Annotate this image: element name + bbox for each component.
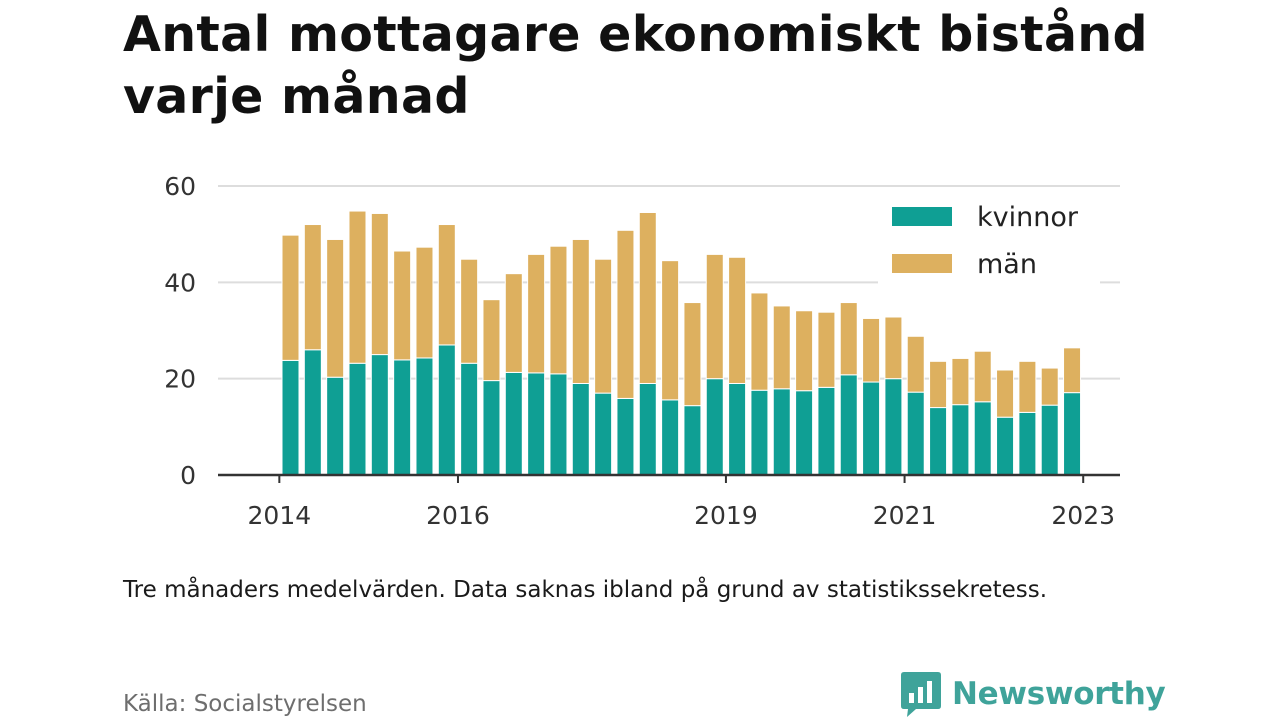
bar-segment-män: [638, 211, 657, 384]
bar-segment-kvinnor: [996, 416, 1015, 476]
bar-segment-män: [571, 238, 590, 384]
legend-label-kvinnor: kvinnor: [977, 202, 1079, 233]
bar-segment-kvinnor: [795, 390, 814, 476]
legend-swatch-män: [892, 254, 952, 273]
bar-segment-män: [817, 311, 836, 388]
bar-segment-män: [1018, 360, 1037, 413]
x-tick-label: 2019: [694, 501, 758, 530]
bar-segment-män: [482, 299, 501, 382]
bar-segment-kvinnor: [504, 371, 523, 476]
bar-segment-kvinnor: [951, 404, 970, 476]
bar-segment-kvinnor: [415, 357, 434, 476]
bar-segment-kvinnor: [817, 386, 836, 476]
bar-segment-kvinnor: [772, 388, 791, 476]
bar-segment-män: [393, 250, 412, 361]
y-tick-label: 0: [180, 461, 196, 490]
legend-swatch-kvinnor: [892, 207, 952, 226]
bar-segment-män: [415, 246, 434, 359]
bar-segment-män: [973, 350, 992, 403]
bar-segment-män: [884, 316, 903, 380]
bar-segment-män: [549, 245, 568, 375]
bar-segment-kvinnor: [750, 389, 769, 476]
chart-note: Tre månaders medelvärden. Data saknas ib…: [123, 577, 1048, 603]
bar-segment-kvinnor: [728, 382, 747, 476]
bar-segment-kvinnor: [705, 378, 724, 476]
bar-segment-män: [951, 357, 970, 406]
bar-segment-kvinnor: [683, 405, 702, 476]
y-axis-ticks: 0 20 40 60: [164, 172, 196, 490]
bar-segment-män: [906, 335, 925, 393]
x-tick-label: 2016: [426, 501, 490, 530]
bar-segment-kvinnor: [348, 362, 367, 476]
bar-segment-kvinnor: [884, 378, 903, 476]
stacked-bar-chart: 0 20 40 60 2014 2016 2019 2021 2023 kvinnor män: [164, 172, 1120, 530]
bar-segment-kvinnor: [616, 397, 635, 476]
y-tick-label: 60: [164, 172, 196, 201]
x-axis-ticks: 2014 2016 2019 2021 2023: [248, 475, 1115, 530]
bar-segment-män: [303, 224, 322, 351]
bar-segment-kvinnor: [929, 407, 948, 476]
bar-segment-män: [996, 369, 1015, 418]
bar-segment-kvinnor: [661, 399, 680, 476]
bar-segment-män: [683, 302, 702, 407]
bar-segment-kvinnor: [393, 359, 412, 476]
bar-segment-män: [326, 238, 345, 378]
bar-segment-män: [460, 258, 479, 364]
legend: kvinnor män: [878, 195, 1100, 285]
bar-segment-män: [1063, 347, 1082, 394]
bar-segment-kvinnor: [571, 382, 590, 476]
bar-chart-speech-bubble-icon: [901, 672, 941, 717]
bar-segment-män: [728, 256, 747, 384]
bar-segment-män: [772, 305, 791, 390]
bar-segment-kvinnor: [482, 380, 501, 476]
brand-logo: Newsworthy: [900, 670, 1166, 718]
bar-segment-kvinnor: [906, 391, 925, 476]
bar-segment-kvinnor: [638, 382, 657, 476]
y-tick-label: 20: [164, 365, 196, 394]
legend-label-män: män: [977, 249, 1037, 280]
bar-segment-män: [750, 292, 769, 391]
bar-segment-kvinnor: [1018, 411, 1037, 476]
chart-title: Antal mottagare ekonomiskt bistånd varje…: [123, 6, 1148, 125]
bar-segment-kvinnor: [281, 359, 300, 476]
brand-name: Newsworthy: [952, 676, 1166, 712]
bar-segment-kvinnor: [973, 401, 992, 476]
bar-segment-män: [1040, 367, 1059, 406]
bar-segment-män: [281, 234, 300, 361]
bar-segment-kvinnor: [839, 374, 858, 476]
x-tick-label: 2021: [873, 501, 937, 530]
bar-segment-kvinnor: [370, 354, 389, 476]
x-tick-label: 2014: [248, 501, 312, 530]
bar-segment-kvinnor: [1063, 392, 1082, 476]
bar-segment-kvinnor: [460, 362, 479, 476]
bar-segment-män: [504, 273, 523, 373]
y-tick-label: 40: [164, 268, 196, 297]
bar-segment-män: [370, 212, 389, 356]
bar-segment-män: [616, 229, 635, 399]
source-credit: Källa: Socialstyrelsen: [123, 691, 367, 717]
bar-segment-män: [437, 224, 456, 346]
bar-segment-män: [661, 260, 680, 401]
bar-segment-kvinnor: [527, 372, 546, 476]
bar-segment-kvinnor: [862, 381, 881, 476]
bar-segment-män: [348, 210, 367, 364]
bar-segment-kvinnor: [326, 376, 345, 476]
bar-segment-kvinnor: [594, 392, 613, 476]
bar-segment-män: [795, 310, 814, 392]
bar-segment-kvinnor: [549, 373, 568, 476]
bar-segment-kvinnor: [1040, 404, 1059, 476]
bar-segment-män: [839, 302, 858, 376]
bar-segment-kvinnor: [303, 349, 322, 476]
bar-segment-män: [929, 360, 948, 409]
x-tick-label: 2023: [1051, 501, 1115, 530]
bar-segment-män: [527, 253, 546, 374]
bar-segment-män: [594, 258, 613, 394]
bar-segment-män: [705, 253, 724, 380]
bar-segment-kvinnor: [437, 344, 456, 476]
bar-segment-män: [862, 317, 881, 383]
